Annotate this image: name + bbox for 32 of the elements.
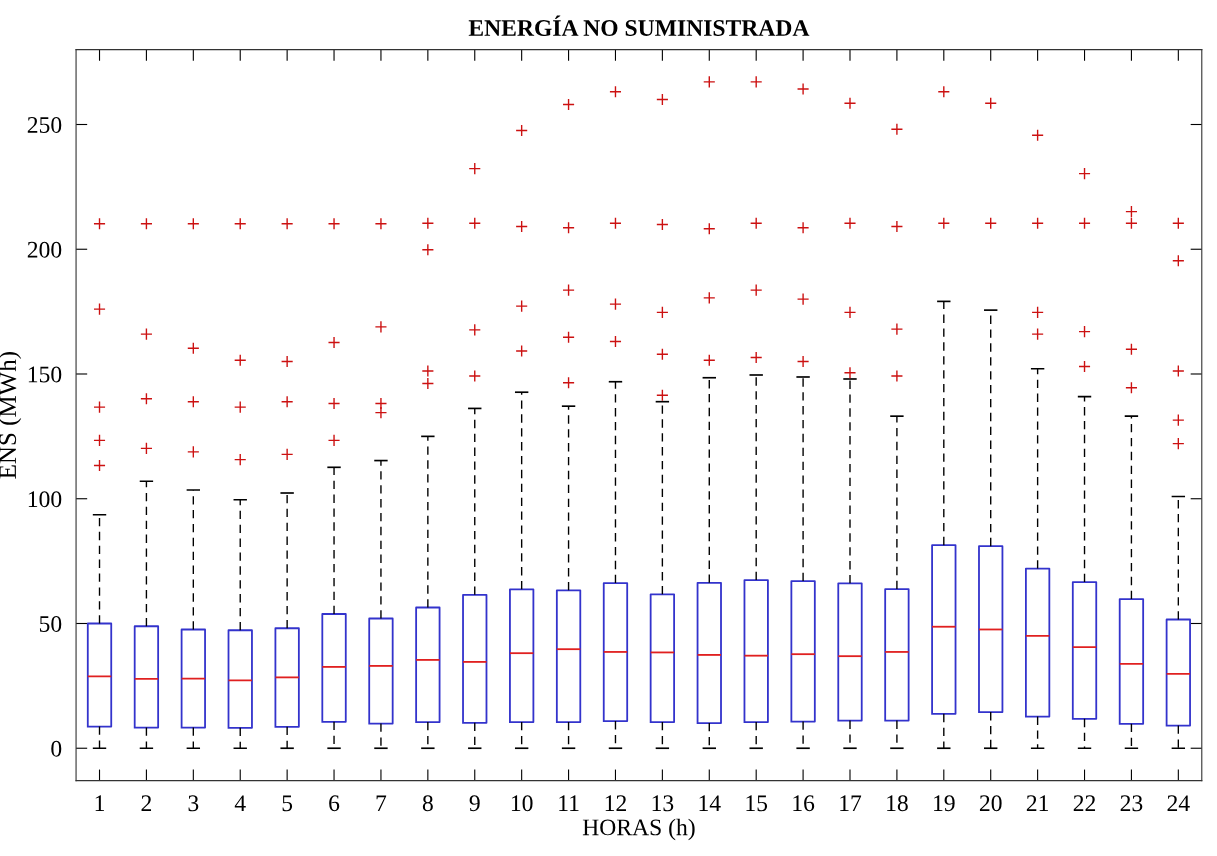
y-tick-label: 200 xyxy=(27,241,62,258)
x-tick-label: 2 xyxy=(141,795,152,811)
x-tick-label: 6 xyxy=(329,795,340,812)
x-tick-label: 23 xyxy=(1120,795,1143,812)
x-tick-label: 12 xyxy=(605,795,626,811)
y-tick-label: 0 xyxy=(51,740,62,757)
x-tick-label: 20 xyxy=(979,795,1002,812)
x-tick-label: 17 xyxy=(840,795,862,811)
x-axis-title: HORAS (h) xyxy=(582,818,695,841)
x-tick-label: 10 xyxy=(511,795,533,812)
x-tick-label: 22 xyxy=(1073,795,1096,811)
x-tick-label: 4 xyxy=(234,795,246,811)
x-tick-label: 7 xyxy=(376,795,387,811)
x-tick-label: 1 xyxy=(95,795,104,811)
x-tick-label: 18 xyxy=(887,795,908,812)
x-tick-label: 13 xyxy=(652,795,674,812)
y-tick-label: 250 xyxy=(27,116,62,133)
x-tick-label: 3 xyxy=(188,795,199,812)
x-tick-label: 19 xyxy=(934,795,955,812)
x-tick-label: 24 xyxy=(1167,795,1190,811)
x-tick-label: 14 xyxy=(699,795,721,811)
x-tick-label: 16 xyxy=(793,795,815,812)
x-tick-label: 5 xyxy=(282,795,293,812)
x-tick-label: 9 xyxy=(469,795,480,812)
y-tick-label: 50 xyxy=(39,615,62,632)
x-tick-label: 21 xyxy=(1026,795,1049,811)
x-tick-label: 8 xyxy=(422,795,433,812)
chart-title: ENERGÍA NO SUMINISTRADA xyxy=(468,15,810,36)
x-tick-label: 15 xyxy=(746,795,768,812)
x-tick-label: 11 xyxy=(559,795,579,811)
y-tick-label: 100 xyxy=(28,491,62,508)
y-tick-label: 150 xyxy=(28,366,62,383)
